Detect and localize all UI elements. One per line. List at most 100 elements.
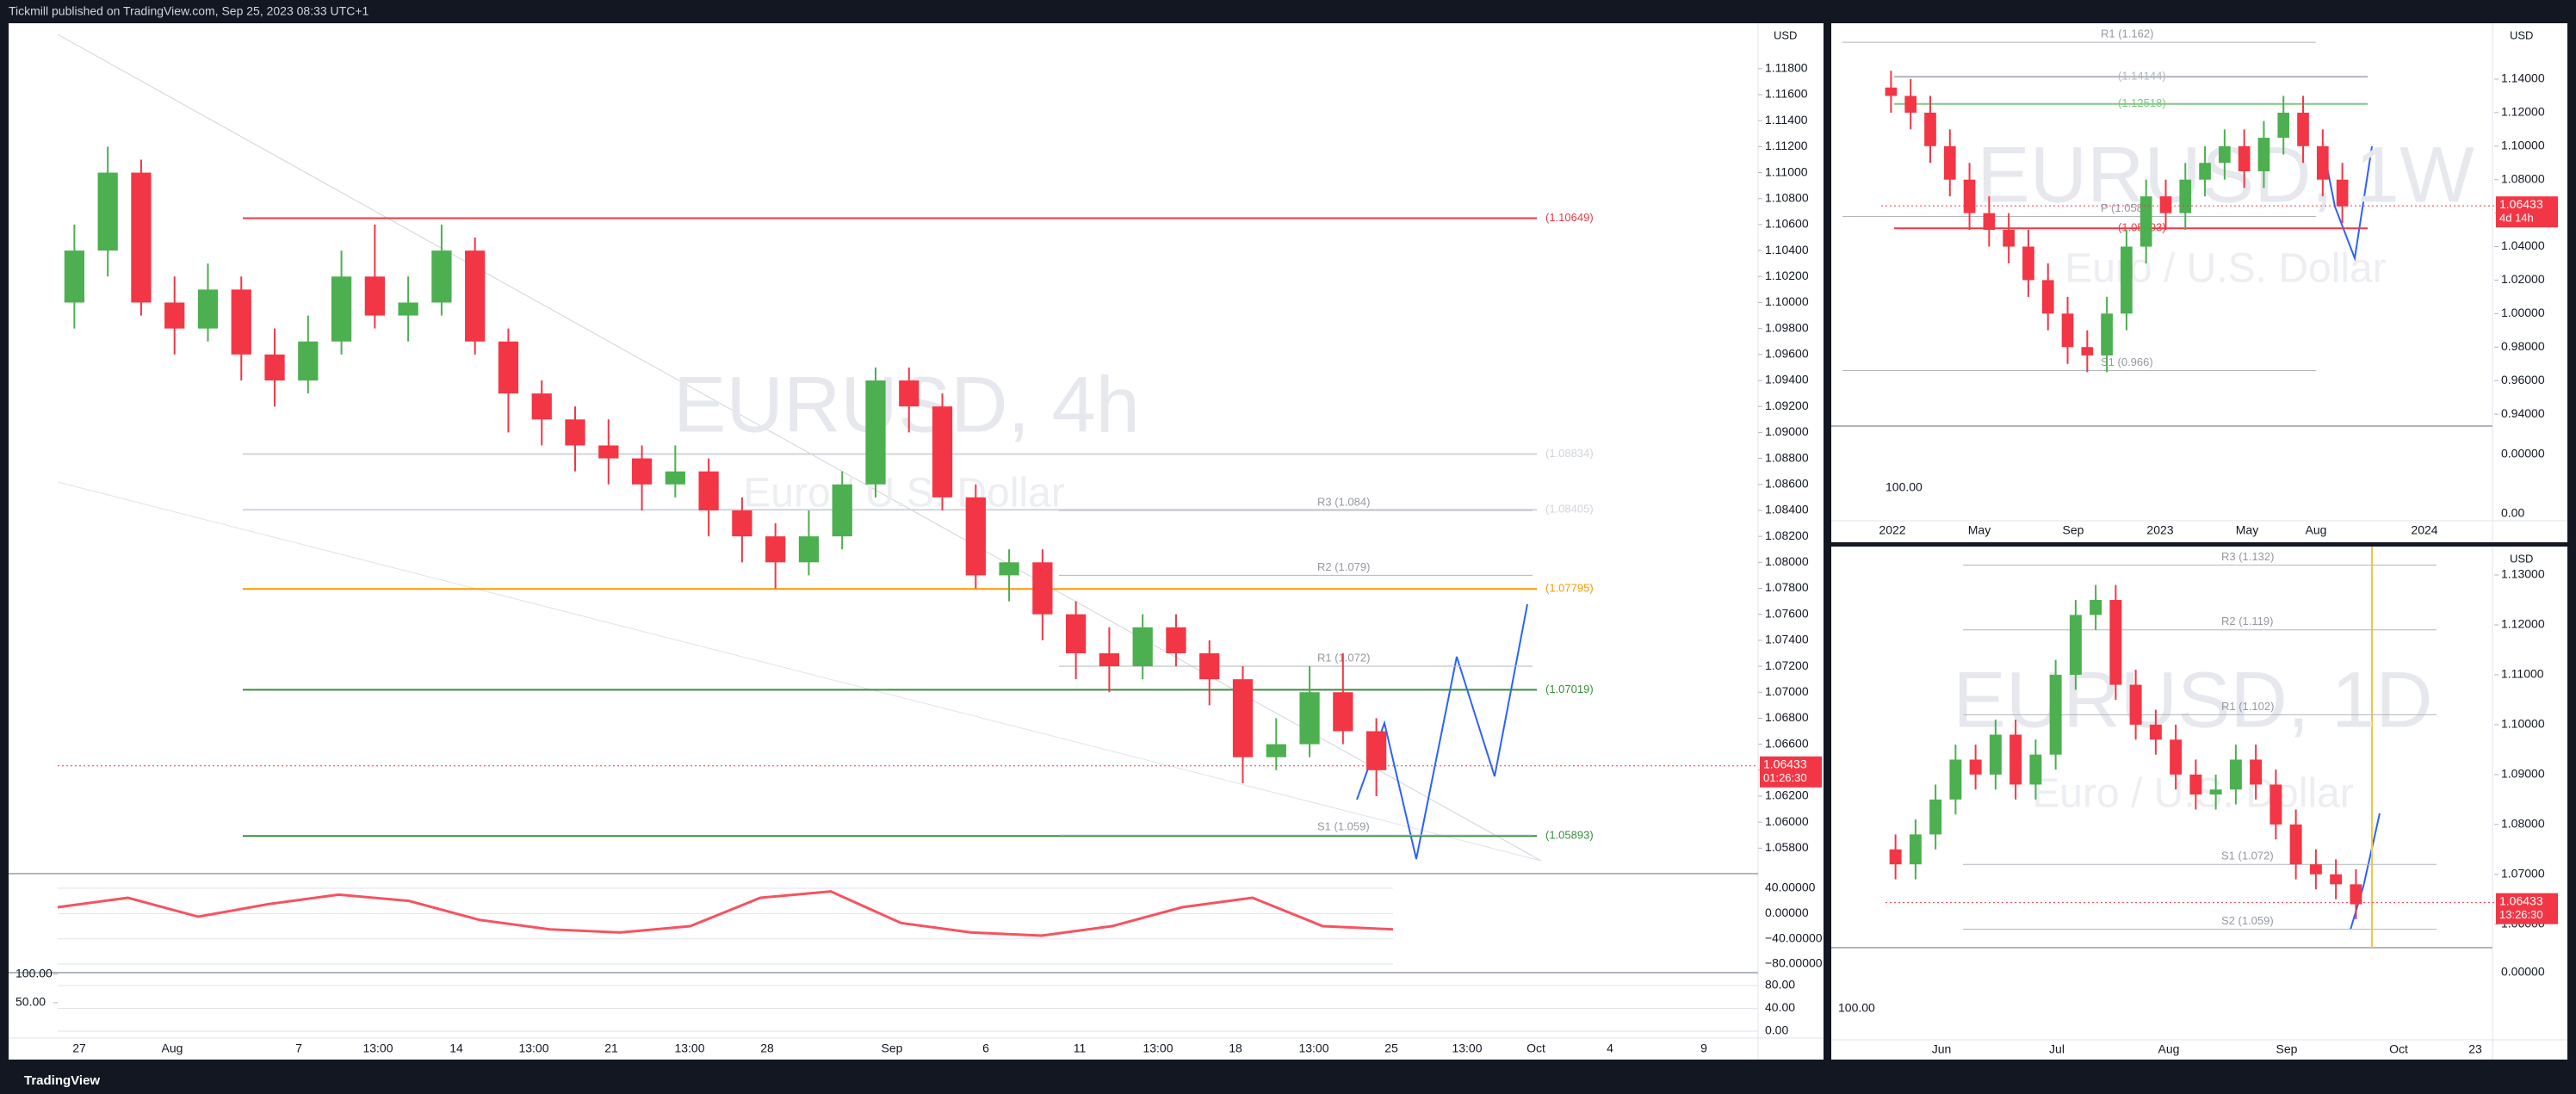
- osc-tick-label: 80.00: [1765, 978, 1795, 992]
- price-tick-label: 1.08600: [1765, 476, 1809, 490]
- candle-body: [2069, 615, 2082, 675]
- time-label: 13:00: [518, 1041, 548, 1055]
- candle-body: [2090, 600, 2102, 615]
- candle-body: [1989, 734, 2002, 775]
- price-tick-label: 1.11000: [2501, 667, 2544, 681]
- candle-body: [2139, 196, 2152, 247]
- time-label: 2022: [1879, 523, 1905, 537]
- osc-label: 100.00: [1838, 1001, 1875, 1015]
- osc-label: 0.00: [2501, 506, 2524, 520]
- pivot-label: S1 (1.059): [1317, 820, 1370, 833]
- candle-body: [2229, 759, 2242, 790]
- candle-body: [2277, 112, 2290, 139]
- candle-body: [2289, 824, 2302, 865]
- candle-body: [64, 250, 85, 303]
- price-tick-label: 1.13000: [2501, 567, 2545, 581]
- level-label: (1.14144): [2118, 70, 2166, 83]
- price-tick-label: 1.11800: [1765, 61, 1808, 75]
- candle-body: [1166, 627, 1186, 653]
- candle-body: [2049, 674, 2062, 755]
- candle-body: [231, 289, 251, 355]
- time-label: 18: [1229, 1041, 1242, 1055]
- candle-body: [2170, 739, 2183, 775]
- price-tick-label: 1.09400: [1765, 373, 1809, 386]
- pivot-label: R2 (1.119): [2221, 615, 2273, 627]
- candle-body: [1949, 759, 1962, 800]
- time-label: Jul: [2049, 1042, 2065, 1056]
- candle-body: [1909, 834, 1922, 865]
- candle-body: [2209, 789, 2222, 795]
- price-tick-label: 1.09600: [1765, 347, 1809, 361]
- candle-body: [2179, 179, 2192, 213]
- candle-body: [1199, 652, 1220, 680]
- candle-body: [2336, 179, 2349, 207]
- price-tick-label: 1.05800: [1765, 840, 1809, 854]
- watermark-subtitle: Euro / U.S. Dollar: [743, 471, 1064, 516]
- price-tick-label: 1.08000: [2501, 817, 2545, 831]
- candle-body: [2159, 196, 2172, 213]
- candle-body: [2003, 230, 2015, 247]
- time-label: May: [2236, 523, 2258, 537]
- price-tick-label: 1.07000: [2501, 867, 2545, 881]
- oscillator-line: [57, 890, 1394, 937]
- time-label: 14: [449, 1041, 463, 1055]
- osc-tick-label: 0.00000: [1765, 905, 1809, 919]
- pivot-label: S1 (1.072): [2221, 850, 2274, 862]
- candle-body: [1032, 562, 1053, 615]
- candle-body: [364, 276, 385, 316]
- candle-body: [1924, 112, 1936, 146]
- candle-body: [131, 172, 152, 303]
- time-label: Aug: [2306, 523, 2327, 537]
- candle-body: [97, 172, 118, 251]
- price-tick-label: 1.06200: [1765, 788, 1809, 802]
- candle-body: [598, 445, 619, 459]
- candle-body: [398, 302, 418, 316]
- candle-body: [1365, 731, 1387, 770]
- price-tick-label: 1.06800: [1765, 710, 1809, 724]
- price-tick-label: 1.10200: [1765, 269, 1809, 282]
- candle-body: [2250, 759, 2263, 785]
- candle-body: [1904, 96, 1917, 113]
- time-label: Oct: [2389, 1042, 2408, 1056]
- time-label: 13:00: [362, 1041, 393, 1055]
- time-label: 13:00: [1452, 1041, 1482, 1055]
- watermark: EURUSD, 1D: [1953, 656, 2432, 744]
- projection-path: [2350, 813, 2381, 930]
- trend-line: [57, 34, 1542, 862]
- candle-body: [1333, 692, 1353, 732]
- price-tick-label: 1.07600: [1765, 606, 1809, 620]
- price-tick-label: 1.00000: [2501, 306, 2545, 319]
- price-tick-label: 1.10000: [2501, 138, 2545, 151]
- candle-body: [565, 419, 585, 446]
- candle-body: [2149, 724, 2162, 740]
- price-tick-label: 1.10800: [1765, 190, 1809, 204]
- candle-body: [164, 302, 185, 329]
- time-label: 13:00: [1298, 1041, 1328, 1055]
- level-label: (1.12518): [2118, 96, 2166, 109]
- countdown-label: 01:26:30: [1763, 771, 1807, 784]
- candle-body: [465, 250, 486, 342]
- osc-label: 0.00000: [2501, 447, 2545, 460]
- pivot-label: S1 (0.966): [2101, 355, 2153, 368]
- osc-tick-label: 50.00: [15, 995, 46, 1009]
- candle-body: [1969, 759, 1982, 775]
- osc-label: 0.00000: [2501, 965, 2545, 979]
- candle-body: [1099, 652, 1120, 667]
- osc-tick-label: −40.00000: [1765, 930, 1823, 944]
- candle-body: [2061, 313, 2074, 348]
- candle-body: [331, 276, 352, 342]
- level-label: (1.05893): [1545, 829, 1594, 842]
- candle-body: [1983, 213, 1996, 231]
- candle-body: [2257, 138, 2270, 171]
- candle-body: [732, 510, 752, 537]
- time-label: 4: [1607, 1041, 1613, 1055]
- candle-body: [1929, 799, 1942, 835]
- price-tick-label: 1.11400: [1765, 113, 1808, 127]
- price-tick-label: 1.09800: [1765, 320, 1809, 334]
- candle-body: [2109, 600, 2122, 685]
- osc-tick-label: 40.00: [1765, 1000, 1795, 1014]
- candle-body: [2009, 734, 2022, 785]
- price-tick-label: 0.94000: [2501, 406, 2545, 420]
- currency-label: USD: [2510, 552, 2533, 565]
